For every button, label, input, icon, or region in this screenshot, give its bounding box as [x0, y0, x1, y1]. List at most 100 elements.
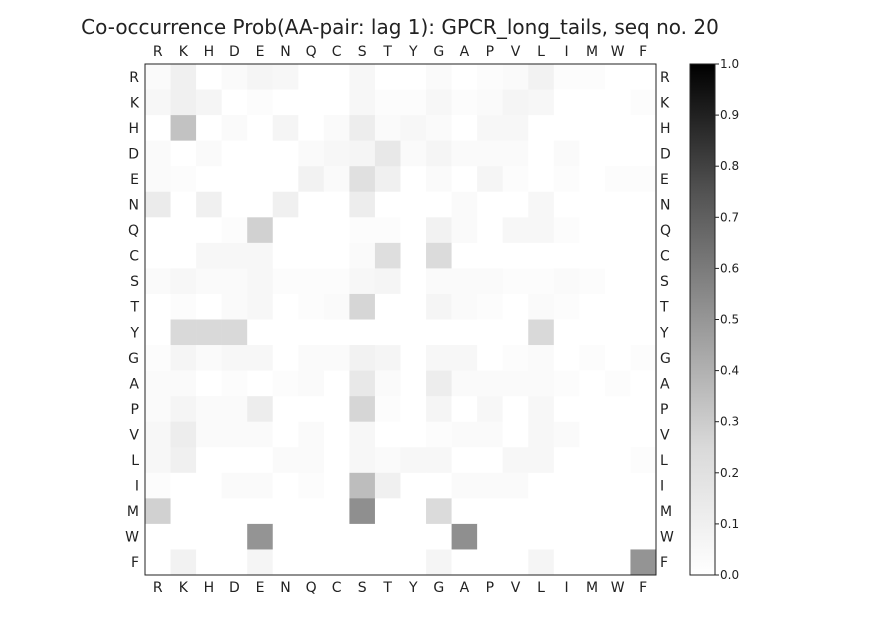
heatmap-cell — [374, 217, 401, 244]
colorbar-tick-label: 0.9 — [720, 108, 739, 122]
x-tick-label-top: E — [256, 44, 265, 60]
heatmap-cell — [451, 523, 478, 550]
heatmap-cell — [298, 268, 325, 295]
x-tick-label-bottom: W — [611, 580, 625, 596]
heatmap-cell — [604, 345, 631, 371]
heatmap-cell — [247, 319, 274, 346]
heatmap-cell — [196, 217, 222, 244]
heatmap-cell — [579, 472, 606, 499]
y-tick-label-right: K — [660, 95, 670, 111]
y-tick-label-left: Y — [129, 325, 139, 341]
heatmap-cell — [145, 523, 171, 550]
heatmap-cell — [400, 396, 427, 422]
heatmap-cell — [451, 268, 478, 295]
heatmap-cell — [477, 549, 503, 576]
heatmap-cell — [196, 115, 222, 141]
heatmap-cell — [451, 396, 478, 422]
y-tick-label-left: H — [128, 121, 139, 137]
heatmap-cell — [477, 242, 503, 269]
heatmap-cell — [400, 447, 427, 474]
heatmap-cell — [170, 191, 197, 218]
heatmap-cell — [451, 242, 478, 269]
heatmap-cell — [221, 89, 248, 116]
heatmap-cell — [426, 472, 452, 499]
heatmap-cell — [553, 140, 580, 167]
y-tick-label-right: E — [660, 172, 669, 188]
y-tick-label-right: C — [660, 249, 670, 265]
colorbar-tick-label: 0.7 — [720, 210, 739, 224]
heatmap-cell — [196, 396, 222, 422]
heatmap-cell — [170, 345, 197, 371]
heatmap-cell — [528, 115, 555, 141]
heatmap-cell — [604, 166, 631, 193]
heatmap-cell — [451, 166, 478, 193]
heatmap-cell — [528, 293, 555, 320]
heatmap-cell — [170, 268, 197, 295]
y-tick-label-right: T — [659, 300, 669, 316]
heatmap-cell — [272, 140, 299, 167]
y-tick-label-left: V — [129, 428, 139, 444]
heatmap-cell — [451, 64, 478, 90]
heatmap-cell — [349, 293, 376, 320]
heatmap-cell — [298, 242, 325, 269]
heatmap-cell — [221, 370, 248, 397]
heatmap-cell — [374, 140, 401, 167]
heatmap-cell — [145, 115, 171, 141]
heatmap-cell — [451, 89, 478, 116]
heatmap-cell — [298, 370, 325, 397]
heatmap-cell — [323, 421, 350, 448]
heatmap-cell — [170, 549, 197, 576]
heatmap-cell — [298, 396, 325, 422]
heatmap-cell — [298, 217, 325, 244]
heatmap-cell — [196, 549, 222, 576]
x-tick-label-top: F — [639, 44, 647, 60]
heatmap-cell — [145, 191, 171, 218]
x-tick-label-top: T — [382, 44, 392, 60]
heatmap-cell — [374, 472, 401, 499]
heatmap-cell — [502, 498, 529, 525]
heatmap-cell — [247, 421, 274, 448]
heatmap-cell — [374, 523, 401, 550]
y-tick-label-right: H — [660, 121, 671, 137]
heatmap-cell — [553, 115, 580, 141]
heatmap-cell — [604, 242, 631, 269]
heatmap-cell — [502, 140, 529, 167]
heatmap-cell — [145, 421, 171, 448]
y-tick-label-right: P — [660, 402, 668, 418]
y-tick-label-left: N — [129, 198, 139, 214]
y-tick-label-right: F — [660, 555, 668, 571]
heatmap-cell — [553, 319, 580, 346]
heatmap-cell — [145, 472, 171, 499]
heatmap-cell — [247, 447, 274, 474]
heatmap-cell — [426, 115, 452, 141]
heatmap-cell — [553, 523, 580, 550]
heatmap-cell — [349, 115, 376, 141]
heatmap-cell — [451, 447, 478, 474]
heatmap-cell — [400, 64, 427, 90]
heatmap-cell — [426, 345, 452, 371]
heatmap-cell — [502, 472, 529, 499]
x-tick-label-bottom: L — [537, 580, 545, 596]
heatmap-cell — [400, 472, 427, 499]
x-tick-label-bottom: S — [358, 580, 367, 596]
heatmap-cell — [298, 319, 325, 346]
x-tick-label-bottom: C — [332, 580, 342, 596]
heatmap-cell — [477, 472, 503, 499]
heatmap-cell — [604, 523, 631, 550]
x-tick-label-bottom: R — [153, 580, 163, 596]
heatmap-cell — [553, 498, 580, 525]
heatmap-cell — [323, 293, 350, 320]
y-tick-label-left: S — [130, 274, 139, 290]
x-tick-label-bottom: M — [586, 580, 598, 596]
heatmap-cell — [221, 498, 248, 525]
heatmap-cell — [528, 64, 555, 90]
heatmap-cell — [349, 345, 376, 371]
heatmap-cell — [477, 191, 503, 218]
heatmap-cell — [451, 140, 478, 167]
heatmap-cell — [553, 166, 580, 193]
heatmap-cell — [298, 191, 325, 218]
heatmap-cell — [349, 319, 376, 346]
colorbar-tick-label: 0.8 — [720, 159, 739, 173]
colorbar-tick-label: 0.1 — [720, 517, 739, 531]
y-tick-label-right: L — [660, 453, 668, 469]
